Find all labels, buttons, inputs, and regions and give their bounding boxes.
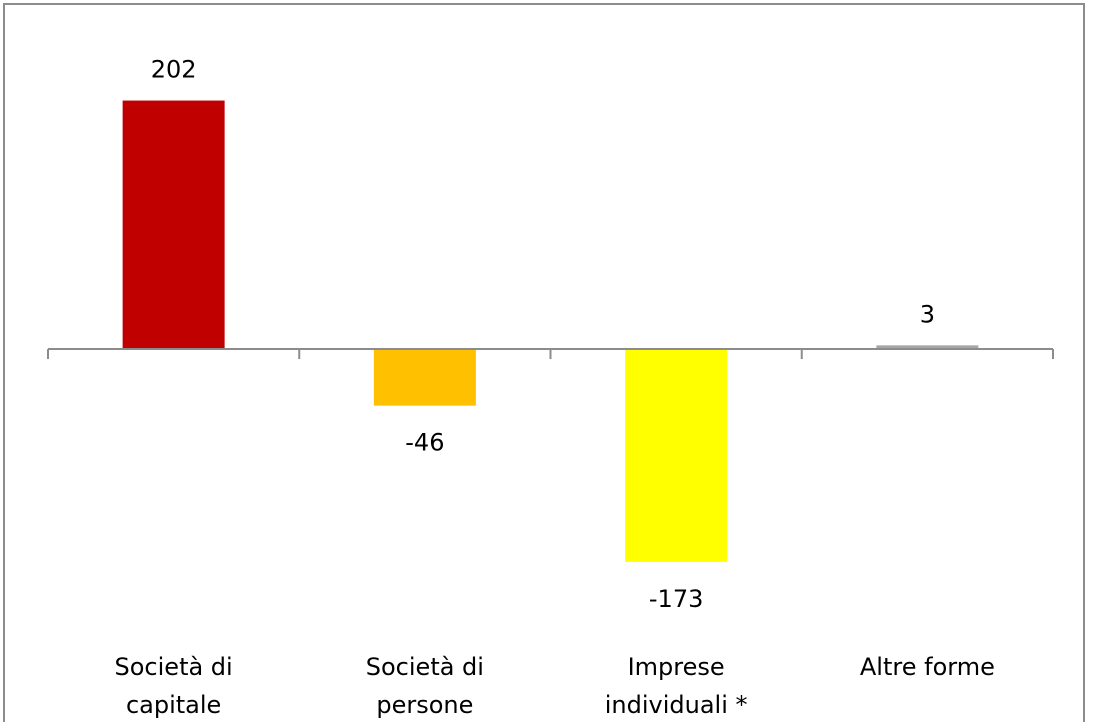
data-label: -46: [405, 429, 444, 457]
data-label: 202: [151, 56, 197, 84]
bar: [122, 100, 225, 350]
bar: [373, 349, 476, 406]
x-tick-label: Imprese individuali *: [605, 653, 748, 719]
x-tick-label: Società di capitale: [115, 653, 233, 719]
bar: [625, 349, 728, 562]
x-tick-label: Società di persone: [366, 653, 484, 719]
bar: [876, 345, 979, 350]
x-tick-label: Altre forme: [860, 653, 995, 681]
data-label: -173: [649, 585, 703, 613]
data-label: 3: [920, 300, 935, 328]
